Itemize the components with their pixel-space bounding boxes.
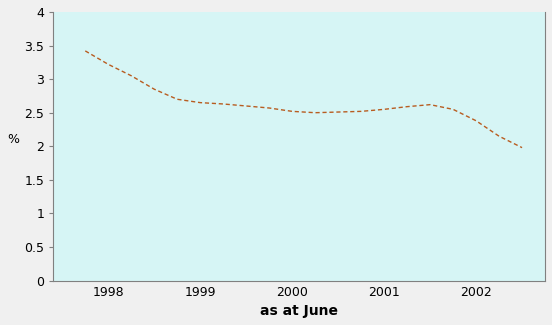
X-axis label: as at June: as at June <box>260 304 338 318</box>
Y-axis label: %: % <box>7 133 19 146</box>
